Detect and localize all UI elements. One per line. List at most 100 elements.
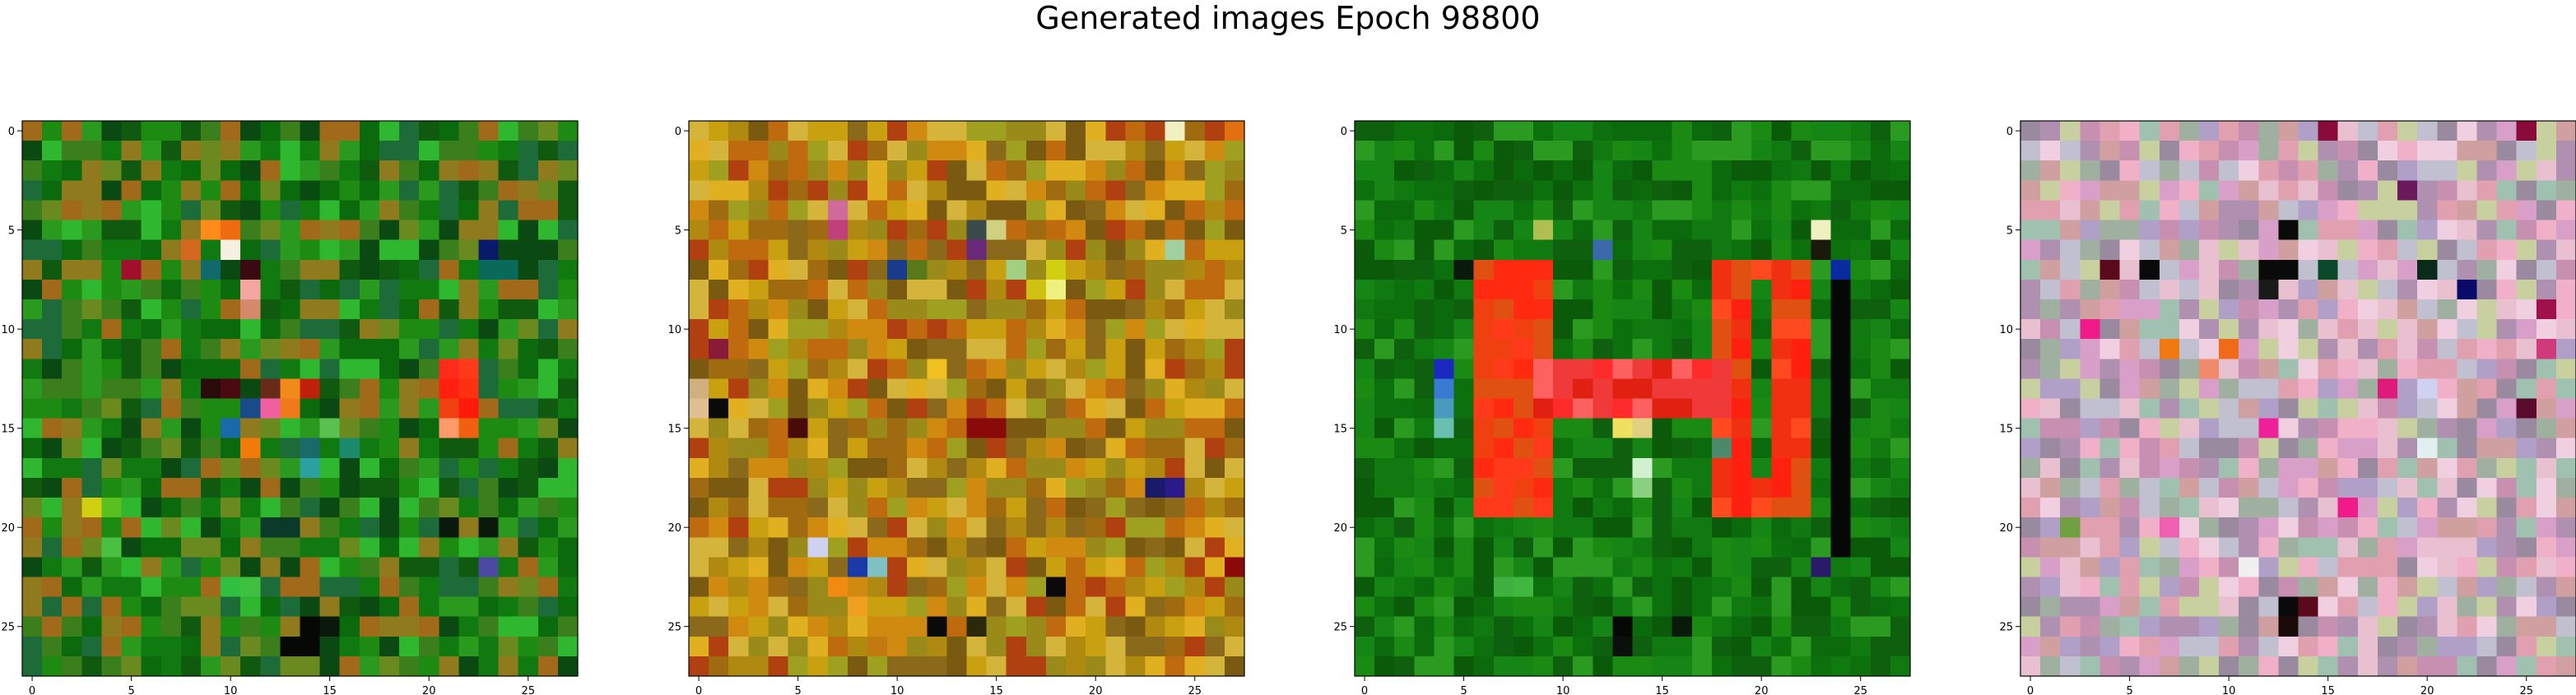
- pixel-cell: [1652, 121, 1673, 141]
- pixel-cell: [2040, 220, 2061, 241]
- pixel-cell: [1711, 339, 1732, 359]
- pixel-cell: [399, 339, 420, 359]
- pixel-cell: [1890, 141, 1911, 161]
- pixel-cell: [1830, 319, 1852, 340]
- pixel-cell: [807, 279, 829, 300]
- x-tick-label: 25: [521, 685, 535, 695]
- pixel-cell: [379, 180, 400, 202]
- pixel-cell: [1006, 418, 1027, 439]
- pixel-cell: [1532, 259, 1554, 280]
- pixel-cell: [101, 121, 123, 141]
- pixel-cell: [1006, 359, 1027, 379]
- pixel-cell: [1355, 160, 1375, 181]
- pixel-cell: [260, 259, 281, 280]
- pixel-cell: [709, 121, 729, 141]
- y-tick-label: 0: [8, 126, 15, 138]
- pixel-cell: [2476, 577, 2498, 598]
- pixel-cell: [1573, 378, 1593, 400]
- pixel-cell: [1145, 457, 1166, 479]
- pixel-cell: [2139, 339, 2160, 359]
- pixel-cell: [2516, 418, 2537, 439]
- pixel-cell: [1145, 299, 1166, 320]
- pixel-cell: [827, 259, 849, 280]
- pixel-cell: [1870, 616, 1891, 637]
- pixel-cell: [1374, 398, 1395, 419]
- pixel-cell: [1453, 121, 1475, 141]
- pixel-cell: [62, 279, 82, 300]
- pixel-cell: [1830, 378, 1852, 400]
- pixel-cell: [498, 339, 519, 359]
- pixel-cell: [2020, 378, 2041, 400]
- pixel-cell: [200, 279, 221, 300]
- pixel-cell: [1870, 121, 1891, 141]
- pixel-cell: [1145, 279, 1166, 300]
- pixel-cell: [1870, 239, 1891, 261]
- pixel-cell: [1473, 438, 1495, 459]
- pixel-cell: [2020, 398, 2041, 419]
- pixel-cell: [2258, 141, 2279, 161]
- pixel-cell: [1791, 121, 1812, 141]
- pixel-cell: [280, 121, 301, 141]
- pixel-cell: [319, 398, 341, 419]
- pixel-cell: [2516, 378, 2537, 400]
- pixel-cell: [42, 418, 63, 439]
- pixel-cell: [709, 299, 729, 320]
- pixel-cell: [1830, 577, 1852, 598]
- pixel-cell: [2198, 477, 2220, 498]
- pixel-cell: [689, 339, 709, 359]
- pixel-cell: [2417, 220, 2438, 241]
- pixel-cell: [101, 220, 123, 241]
- pixel-cell: [2198, 141, 2220, 161]
- pixel-cell: [1453, 438, 1475, 459]
- pixel-cell: [2357, 141, 2378, 161]
- pixel-cell: [2040, 180, 2061, 202]
- pixel-cell: [240, 517, 261, 538]
- pixel-cell: [221, 537, 241, 558]
- pixel-cell: [1086, 418, 1106, 439]
- pixel-cell: [439, 359, 459, 379]
- pixel-cell: [280, 616, 301, 637]
- pixel-cell: [1374, 577, 1395, 598]
- pixel-cell: [1573, 141, 1593, 161]
- pixel-cell: [1811, 141, 1832, 161]
- pixel-cell: [1652, 557, 1673, 578]
- pixel-cell: [1125, 498, 1146, 518]
- pixel-cell: [498, 398, 519, 419]
- pixel-cell: [1045, 418, 1067, 439]
- pixel-cell: [867, 537, 888, 558]
- pixel-cell: [2099, 200, 2121, 221]
- pixel-cell: [22, 498, 43, 518]
- pixel-cell: [1751, 596, 1772, 618]
- pixel-cell: [867, 418, 888, 439]
- pixel-cell: [1691, 339, 1713, 359]
- pixel-cell: [1513, 636, 1534, 657]
- pixel-cell: [458, 141, 480, 161]
- pixel-cell: [399, 141, 420, 161]
- pixel-cell: [946, 577, 968, 598]
- pixel-cell: [1890, 636, 1911, 657]
- pixel-cell: [2417, 418, 2438, 439]
- pixel-cell: [2198, 418, 2220, 439]
- pixel-cell: [1890, 378, 1911, 400]
- pixel-cell: [1224, 220, 1245, 241]
- pixel-cell: [709, 259, 729, 280]
- pixel-cell: [2337, 577, 2359, 598]
- pixel-cell: [2536, 616, 2557, 637]
- pixel-cell: [42, 537, 63, 558]
- pixel-cell: [2496, 418, 2518, 439]
- pixel-cell: [1771, 577, 1792, 598]
- pixel-cell: [1672, 577, 1693, 598]
- pixel-cell: [2139, 279, 2160, 300]
- pixel-cell: [1751, 537, 1772, 558]
- pixel-cell: [339, 359, 360, 379]
- pixel-cell: [768, 398, 789, 419]
- pixel-cell: [1453, 656, 1475, 677]
- pixel-cell: [1612, 319, 1634, 340]
- pixel-cell: [2318, 200, 2339, 221]
- pixel-cell: [2555, 220, 2576, 241]
- pixel-cell: [1086, 279, 1106, 300]
- pixel-cell: [319, 517, 341, 538]
- pixel-cell: [200, 359, 221, 379]
- pixel-cell: [1473, 596, 1495, 618]
- pixel-cell: [1612, 537, 1634, 558]
